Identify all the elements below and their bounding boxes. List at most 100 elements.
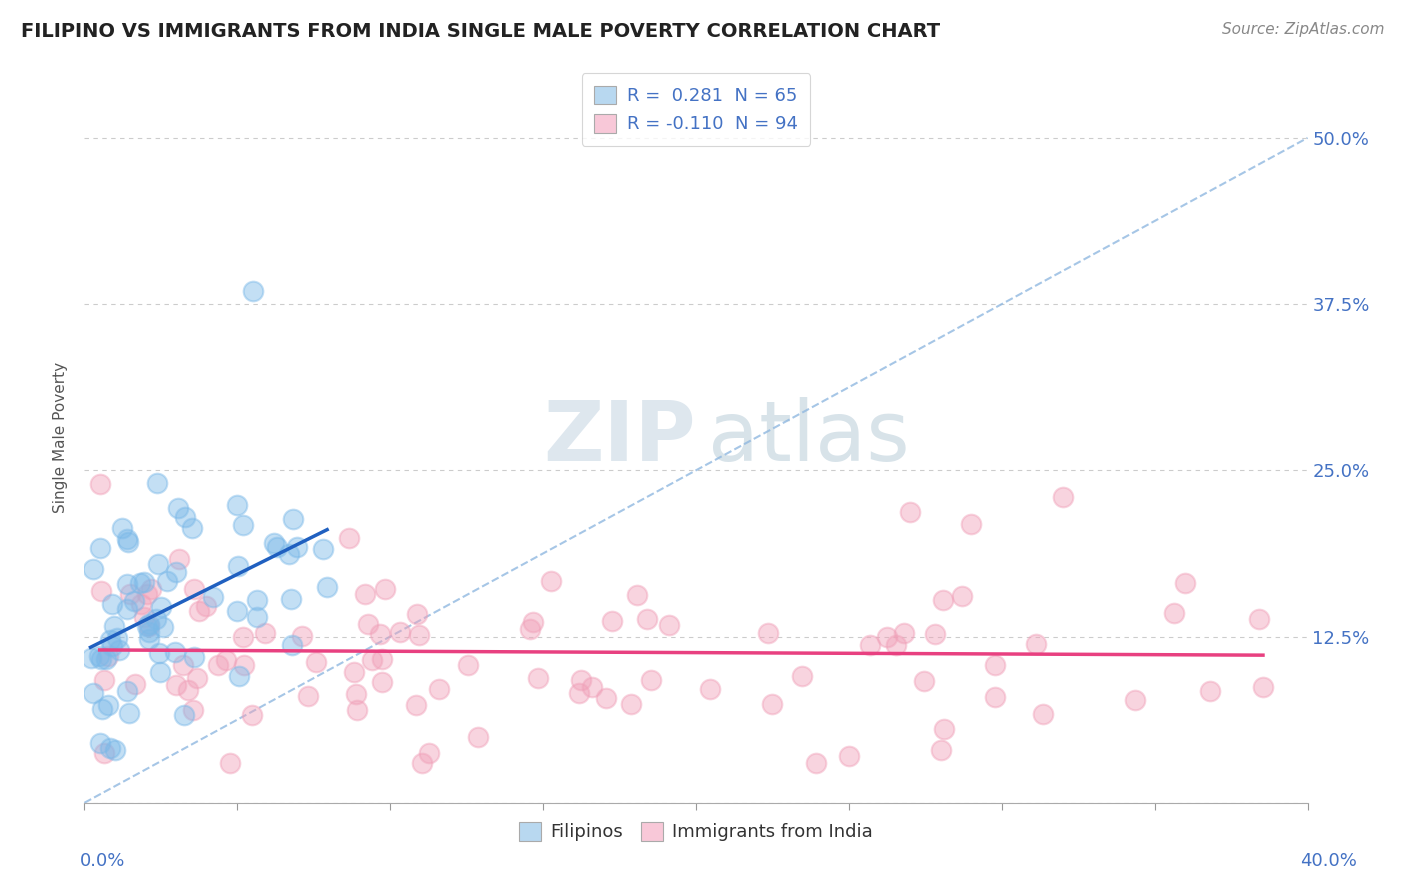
- Point: [1251, 680, 1274, 694]
- Point: [174, 509, 197, 524]
- Point: [950, 589, 973, 603]
- Point: [183, 582, 205, 597]
- Point: [215, 653, 238, 667]
- Point: [80, 650, 103, 665]
- Point: [207, 658, 229, 673]
- Point: [354, 587, 377, 601]
- Point: [411, 756, 433, 770]
- Point: [226, 559, 249, 574]
- Point: [150, 600, 173, 615]
- Point: [180, 521, 202, 535]
- Point: [658, 618, 681, 632]
- Point: [912, 674, 935, 689]
- Point: [756, 625, 779, 640]
- Point: [136, 587, 159, 601]
- Point: [118, 706, 141, 721]
- Point: [893, 626, 915, 640]
- Point: [1174, 576, 1197, 591]
- Point: [408, 628, 430, 642]
- Point: [108, 642, 131, 657]
- Point: [201, 591, 224, 605]
- Point: [281, 638, 304, 652]
- Point: [934, 723, 956, 737]
- Point: [924, 626, 946, 640]
- Point: [89, 541, 111, 555]
- Point: [884, 638, 907, 652]
- Point: [1032, 707, 1054, 722]
- Point: [246, 610, 269, 624]
- Point: [1025, 637, 1047, 651]
- Point: [166, 500, 188, 515]
- Point: [149, 665, 172, 680]
- Point: [165, 565, 187, 579]
- Point: [305, 656, 328, 670]
- Point: [90, 701, 112, 715]
- Point: [569, 673, 592, 687]
- Point: [519, 622, 541, 636]
- Point: [117, 534, 139, 549]
- Point: [983, 690, 1005, 704]
- Point: [246, 593, 269, 607]
- Point: [281, 511, 304, 525]
- Point: [132, 610, 155, 624]
- Point: [225, 604, 247, 618]
- Text: atlas: atlas: [709, 397, 910, 477]
- Legend: Filipinos, Immigrants from India: Filipinos, Immigrants from India: [512, 814, 880, 848]
- Point: [457, 658, 479, 673]
- Point: [297, 689, 319, 703]
- Point: [165, 678, 187, 692]
- Point: [540, 574, 562, 589]
- Point: [124, 676, 146, 690]
- Point: [103, 619, 125, 633]
- Point: [526, 671, 548, 685]
- Point: [232, 517, 254, 532]
- Point: [266, 540, 288, 554]
- Point: [145, 612, 167, 626]
- Point: [101, 639, 124, 653]
- Point: [1199, 684, 1222, 698]
- Point: [427, 681, 450, 696]
- Point: [316, 580, 339, 594]
- Point: [932, 593, 955, 607]
- Point: [522, 615, 544, 629]
- Point: [82, 562, 104, 576]
- Point: [254, 626, 277, 640]
- Point: [167, 552, 190, 566]
- Point: [838, 749, 860, 764]
- Point: [117, 532, 139, 546]
- Text: 0.0%: 0.0%: [80, 852, 125, 870]
- Point: [1163, 606, 1185, 620]
- Point: [240, 707, 263, 722]
- Point: [93, 673, 115, 687]
- Point: [219, 756, 242, 770]
- Point: [107, 631, 129, 645]
- Point: [1052, 490, 1074, 504]
- Point: [111, 521, 134, 535]
- Point: [370, 675, 392, 690]
- Point: [173, 708, 195, 723]
- Point: [620, 698, 643, 712]
- Point: [242, 284, 264, 298]
- Point: [699, 681, 721, 696]
- Point: [595, 691, 617, 706]
- Point: [101, 597, 124, 611]
- Y-axis label: Single Male Poverty: Single Male Poverty: [53, 361, 69, 513]
- Point: [104, 742, 127, 756]
- Text: Source: ZipAtlas.com: Source: ZipAtlas.com: [1222, 22, 1385, 37]
- Point: [146, 475, 169, 490]
- Point: [97, 648, 120, 663]
- Point: [139, 582, 162, 597]
- Point: [405, 607, 427, 621]
- Point: [467, 730, 489, 744]
- Point: [280, 591, 302, 606]
- Point: [172, 657, 194, 672]
- Point: [371, 652, 394, 666]
- Point: [356, 616, 378, 631]
- Point: [132, 575, 155, 590]
- Point: [138, 625, 160, 640]
- Point: [312, 542, 335, 557]
- Point: [232, 630, 254, 644]
- Point: [876, 631, 898, 645]
- Point: [346, 702, 368, 716]
- Point: [636, 612, 658, 626]
